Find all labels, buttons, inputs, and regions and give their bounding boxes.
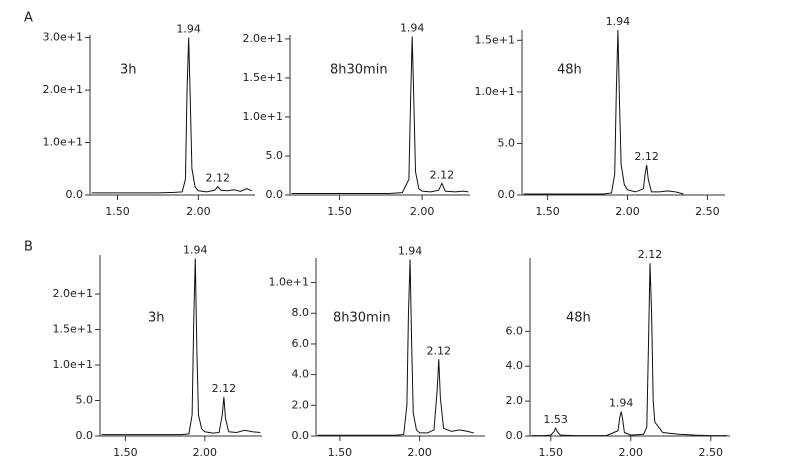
panel-title: 48h: [557, 63, 582, 78]
peak-label: 2.12: [206, 172, 231, 185]
x-tick-label: 2.00: [410, 205, 435, 218]
peak-label: 2.12: [430, 168, 455, 181]
panel-title: 8h30min: [333, 311, 391, 326]
x-tick-label: 1.50: [535, 205, 560, 218]
y-tick-label: 8.0: [292, 306, 310, 319]
peak-label: 1.94: [183, 244, 208, 257]
row-label: B: [24, 240, 33, 255]
x-tick-label: 1.50: [327, 205, 352, 218]
peak-label: 1.53: [543, 413, 568, 426]
x-tick-label: 1.50: [539, 446, 564, 459]
y-tick-label: 2.0e+1: [53, 287, 93, 300]
y-tick-label: 2.0e+1: [243, 32, 283, 45]
panel-title: 8h30min: [330, 63, 388, 78]
trace-line: [101, 258, 261, 436]
y-tick-label: 0.0: [266, 188, 284, 201]
peak-label: 1.94: [398, 245, 423, 258]
chart-panel: 0.0 1.0e+1 2.0e+1 3.0e+1 1.50 2.00 3h 1.94 2.12: [43, 23, 255, 218]
y-tick-label: 5.0: [498, 136, 516, 149]
chart-panel: 0.0 5.0 1.0e+1 1.5e+1 1.50 2.00 2.50 48h 1.94 2.1…: [475, 15, 725, 218]
y-tick-label: 4.0: [292, 368, 310, 381]
y-tick-label: 1.0e+1: [269, 276, 309, 289]
peak-label: 2.12: [212, 382, 237, 395]
y-tick-label: 0.0: [66, 188, 84, 201]
chart-panel: 0.0 2.0 4.0 6.0 8.0 1.0e+1 1.50 2.00 8h30min 1.94…: [269, 245, 485, 459]
trace-line: [291, 36, 469, 194]
panel-title: 48h: [566, 311, 591, 326]
x-tick-label: 2.00: [407, 446, 432, 459]
panel-title: 3h: [148, 311, 165, 326]
peak-label: 2.12: [634, 150, 659, 163]
y-tick-label: 1.0e+1: [53, 358, 93, 371]
trace-line: [523, 29, 684, 195]
y-tick-label: 6.0: [292, 337, 310, 350]
x-tick-label: 2.00: [619, 446, 644, 459]
y-tick-label: 2.0: [506, 394, 524, 407]
x-tick-label: 1.50: [328, 446, 353, 459]
peak-label: 1.94: [609, 397, 634, 410]
trace-line: [317, 259, 474, 436]
panel-title: 3h: [120, 63, 137, 78]
chart-panel: 0.0 5.0 1.0e+1 1.5e+1 2.0e+1 1.50 2.00 3h 1.94 2.…: [53, 244, 262, 459]
trace-line: [531, 263, 727, 437]
x-tick-label: 2.00: [186, 205, 211, 218]
y-tick-label: 1.5e+1: [243, 71, 283, 84]
peak-label: 2.12: [427, 344, 452, 357]
x-tick-label: 1.50: [105, 205, 130, 218]
peak-label: 1.94: [606, 15, 631, 28]
x-tick-label: 2.00: [193, 446, 218, 459]
x-tick-label: 1.50: [113, 446, 138, 459]
x-tick-label: 2.50: [699, 446, 724, 459]
x-tick-label: 2.50: [695, 205, 720, 218]
y-tick-label: 0.0: [292, 429, 310, 442]
peak-label: 2.12: [638, 248, 663, 261]
y-tick-label: 0.0: [506, 429, 524, 442]
y-tick-label: 2.0: [292, 398, 310, 411]
y-tick-label: 3.0e+1: [43, 31, 83, 44]
y-tick-label: 1.5e+1: [475, 33, 515, 46]
y-tick-label: 5.0: [76, 394, 94, 407]
y-tick-label: 4.0: [506, 359, 524, 372]
peak-label: 1.94: [176, 23, 201, 36]
y-tick-label: 2.0e+1: [43, 83, 83, 96]
chart-panel: 0.0 5.0 1.0e+1 1.5e+1 2.0e+1 1.50 2.00 8h30min 1…: [243, 22, 470, 218]
y-tick-label: 5.0: [266, 149, 284, 162]
peak-label: 1.94: [400, 22, 425, 35]
chart-panel: 0.0 2.0 4.0 6.0 1.50 2.00 2.50 48h 1.53 1.94 2.12: [506, 248, 730, 459]
y-tick-label: 6.0: [506, 324, 524, 337]
trace-line: [91, 37, 252, 194]
y-tick-label: 0.0: [76, 429, 94, 442]
y-tick-label: 1.0e+1: [43, 136, 83, 149]
y-tick-label: 0.0: [498, 188, 516, 201]
y-tick-label: 1.0e+1: [243, 110, 283, 123]
y-tick-label: 1.5e+1: [53, 323, 93, 336]
y-tick-label: 1.0e+1: [475, 85, 515, 98]
row-label: A: [24, 11, 33, 26]
x-tick-label: 2.00: [615, 205, 640, 218]
